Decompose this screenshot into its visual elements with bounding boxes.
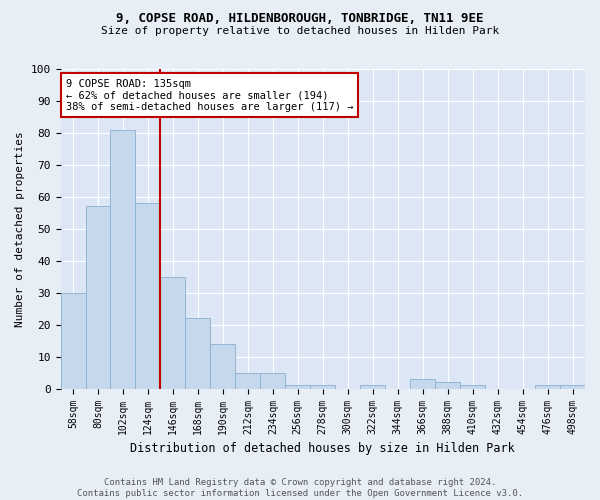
Text: 9, COPSE ROAD, HILDENBOROUGH, TONBRIDGE, TN11 9EE: 9, COPSE ROAD, HILDENBOROUGH, TONBRIDGE,… (116, 12, 484, 26)
Text: 9 COPSE ROAD: 135sqm
← 62% of detached houses are smaller (194)
38% of semi-deta: 9 COPSE ROAD: 135sqm ← 62% of detached h… (66, 78, 353, 112)
Bar (435, 382, 460, 388)
Bar (360, 386, 385, 388)
Bar (535, 386, 560, 388)
Bar (260, 372, 286, 388)
Text: Contains HM Land Registry data © Crown copyright and database right 2024.
Contai: Contains HM Land Registry data © Crown c… (77, 478, 523, 498)
Bar (410, 379, 435, 388)
Bar (160, 277, 185, 388)
Bar (110, 130, 136, 388)
Bar (61, 293, 86, 388)
Bar (86, 206, 110, 388)
Bar (460, 386, 485, 388)
Bar (185, 318, 211, 388)
Bar (560, 386, 585, 388)
Text: Size of property relative to detached houses in Hilden Park: Size of property relative to detached ho… (101, 26, 499, 36)
Bar (136, 204, 160, 388)
Bar (310, 386, 335, 388)
X-axis label: Distribution of detached houses by size in Hilden Park: Distribution of detached houses by size … (130, 442, 515, 455)
Bar (211, 344, 235, 389)
Bar (235, 372, 260, 388)
Bar (286, 386, 310, 388)
Y-axis label: Number of detached properties: Number of detached properties (15, 131, 25, 326)
